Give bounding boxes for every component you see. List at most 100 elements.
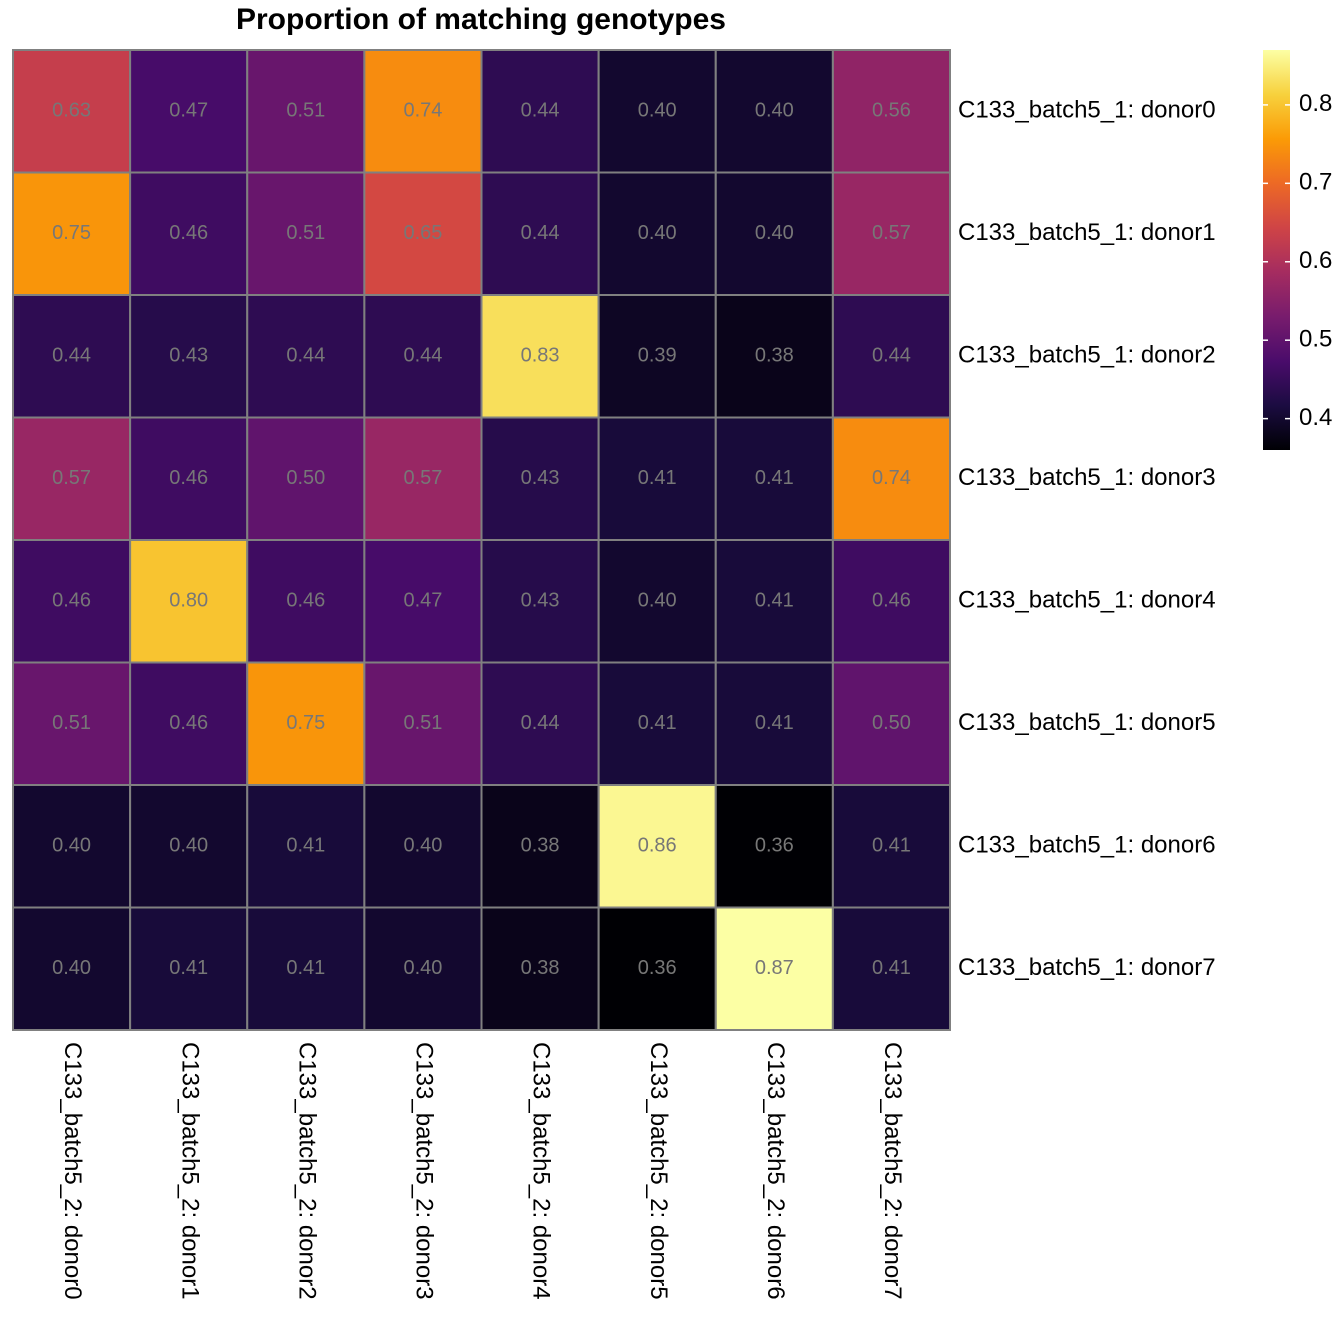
cell-label: 0.46 [169,467,208,489]
cell-label: 0.44 [872,345,911,367]
heatmap-cell [597,661,717,786]
heatmap-cell [246,784,366,909]
cell-label: 0.41 [872,835,911,857]
heatmap-cell [831,294,951,419]
heatmap-cell [129,49,249,174]
cell-label: 0.56 [872,100,911,122]
heatmap-cell [246,49,366,174]
cell-label: 0.40 [638,222,677,244]
heatmap-cell [12,416,132,541]
row-label: C133_batch5_1: donor7 [958,954,1216,981]
cell-label: 0.43 [521,590,560,612]
heatmap-cell [480,539,600,664]
heatmap-cell [363,539,483,664]
cell-label: 0.40 [755,222,794,244]
heatmap-cell [480,661,600,786]
cell-label: 0.57 [52,467,91,489]
cell-label: 0.75 [52,222,91,244]
heatmap-cell [363,171,483,296]
cell-label: 0.74 [403,100,442,122]
cell-label: 0.40 [755,100,794,122]
cell-label: 0.41 [755,712,794,734]
cell-label: 0.41 [755,590,794,612]
cell-label: 0.47 [169,100,208,122]
cell-label: 0.41 [638,467,677,489]
cell-label: 0.83 [521,345,560,367]
heatmap-cell [597,49,717,174]
heatmap-cell [831,539,951,664]
heatmap-cell [480,294,600,419]
colorbar [1263,50,1290,450]
cell-label: 0.51 [403,712,442,734]
heatmap-cell [597,784,717,909]
heatmap-cell [363,294,483,419]
column-label: C133_batch5_2: donor0 [59,1042,86,1300]
heatmap-cell [363,906,483,1031]
heatmap-cell [363,416,483,541]
heatmap-cell [480,906,600,1031]
heatmap-cell [129,171,249,296]
cell-label: 0.87 [755,957,794,979]
heatmap-cell [831,784,951,909]
heatmap-cell [831,906,951,1031]
cell-label: 0.51 [286,100,325,122]
cell-label: 0.51 [286,222,325,244]
cell-label: 0.44 [403,345,442,367]
column-label: C133_batch5_2: donor1 [176,1042,203,1300]
cell-label: 0.41 [872,957,911,979]
cell-label: 0.40 [638,590,677,612]
heatmap-cell [12,784,132,909]
cell-label: 0.41 [169,957,208,979]
cell-label: 0.44 [521,222,560,244]
column-label: C133_batch5_2: donor3 [411,1042,438,1300]
heatmap-cell [597,906,717,1031]
cell-label: 0.40 [638,100,677,122]
heatmap-cell [129,784,249,909]
heatmap-cell [12,49,132,174]
heatmap-cell [12,906,132,1031]
heatmap-cell [480,784,600,909]
colorbar-tick-label: 0.6 [1299,247,1332,274]
heatmap-cell [246,416,366,541]
cell-label: 0.47 [403,590,442,612]
heatmap-cell [129,661,249,786]
heatmap-cell [246,661,366,786]
colorbar-tick-label: 0.7 [1299,169,1332,196]
cell-label: 0.43 [521,467,560,489]
heatmap-cell [714,539,834,664]
cell-label: 0.65 [403,222,442,244]
cell-label: 0.63 [52,100,91,122]
cell-label: 0.43 [169,345,208,367]
heatmap-cell [714,416,834,541]
cell-label: 0.38 [755,345,794,367]
heatmap-cell [597,171,717,296]
cell-label: 0.41 [286,835,325,857]
heatmap-cell [831,49,951,174]
heatmap-cell [246,906,366,1031]
row-label: C133_batch5_1: donor6 [958,832,1216,859]
row-label: C133_batch5_1: donor5 [958,709,1216,736]
heatmap-cell [246,294,366,419]
cell-label: 0.57 [872,222,911,244]
cell-label: 0.44 [521,712,560,734]
cell-label: 0.40 [52,957,91,979]
heatmap-cell [597,294,717,419]
cell-label: 0.74 [872,467,911,489]
colorbar-tick-label: 0.8 [1299,90,1332,117]
cell-label: 0.40 [403,835,442,857]
cell-label: 0.44 [286,345,325,367]
cell-label: 0.36 [638,957,677,979]
colorbar-tick-label: 0.4 [1299,404,1332,431]
heatmap-cell [12,294,132,419]
row-label: C133_batch5_1: donor0 [958,97,1216,124]
heatmap-cell [129,294,249,419]
cell-label: 0.80 [169,590,208,612]
cell-label: 0.50 [872,712,911,734]
heatmap-cell [714,294,834,419]
heatmap-cell [831,661,951,786]
cell-label: 0.46 [286,590,325,612]
heatmap-cell [129,906,249,1031]
cell-label: 0.75 [286,712,325,734]
heatmap-cell [714,784,834,909]
column-label: C133_batch5_2: donor7 [879,1042,906,1300]
